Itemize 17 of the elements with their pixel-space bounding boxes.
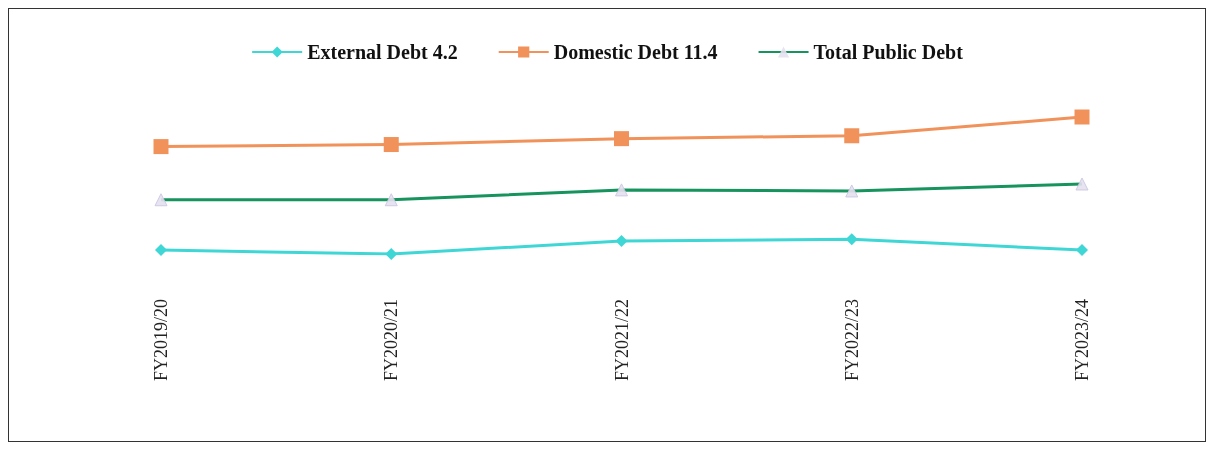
point [615, 235, 628, 248]
point [385, 248, 398, 260]
x-tick-label: FY2023/24 [1072, 299, 1092, 382]
legend-label: External Debt 4.2 [307, 41, 458, 63]
legend-label: Domestic Debt 11.4 [553, 41, 718, 63]
point [153, 139, 169, 155]
x-tick-label: FY2021/22 [611, 299, 632, 382]
point [1074, 109, 1090, 125]
point [155, 244, 167, 257]
x-tick-label: FY2020/21 [381, 299, 402, 382]
x-tick-label: FY2019/20 [151, 299, 171, 382]
point [383, 137, 399, 153]
point [614, 131, 629, 147]
point [844, 128, 860, 144]
legend-label: Total Public Debt [813, 41, 964, 63]
point [1076, 244, 1088, 257]
x-tick-label: FY2022/23 [841, 299, 862, 382]
